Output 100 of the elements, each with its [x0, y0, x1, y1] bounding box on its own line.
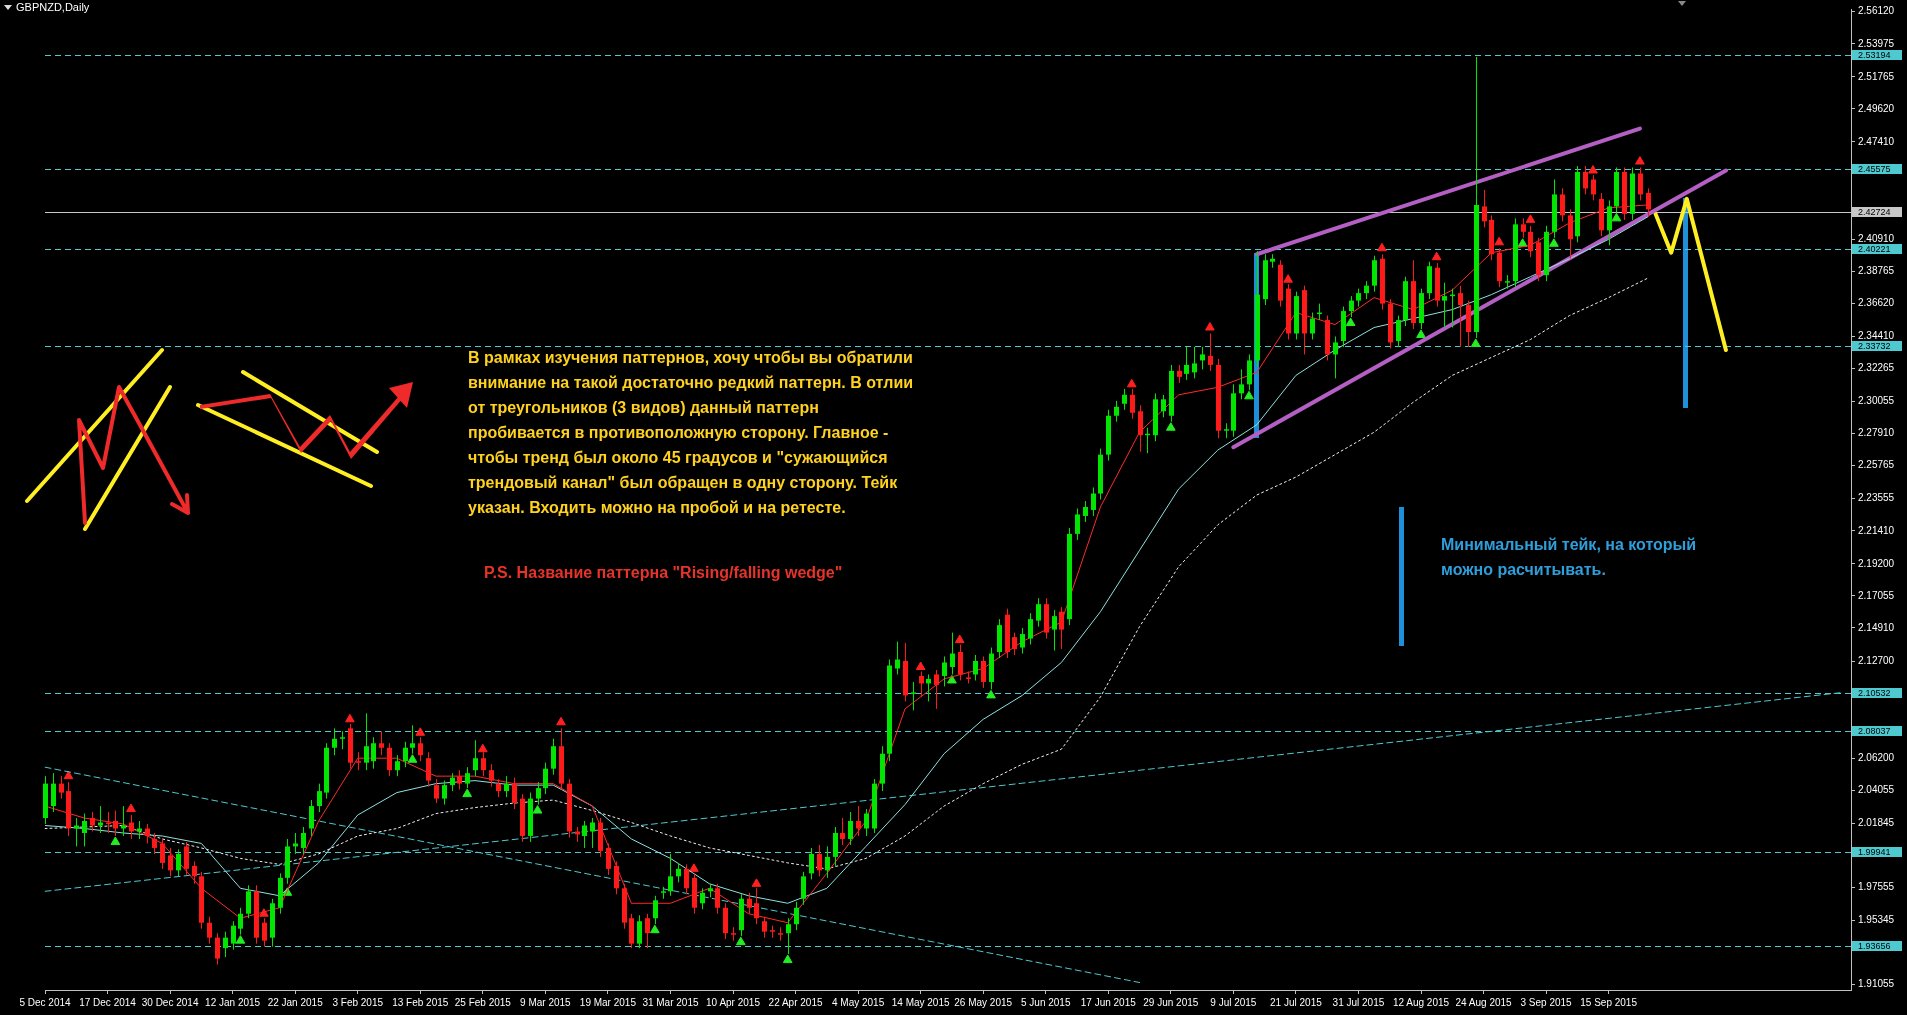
candlestick	[168, 847, 173, 877]
x-tick-label: 9 Jul 2015	[1210, 996, 1257, 1008]
x-tick-label: 26 May 2015	[954, 996, 1013, 1008]
candlestick	[1075, 507, 1080, 541]
candlestick	[1138, 404, 1143, 453]
y-tick-label: 2.19200	[1858, 557, 1895, 569]
point	[1283, 274, 1293, 283]
candlestick	[856, 805, 861, 837]
candlestick	[1012, 632, 1017, 656]
point	[110, 836, 121, 845]
candlestick	[410, 724, 415, 755]
candlestick	[395, 754, 400, 777]
y-tick-label: 1.95345	[1858, 914, 1895, 926]
x-tick-label: 25 Feb 2015	[454, 996, 512, 1008]
candlestick	[1528, 225, 1533, 258]
point	[751, 878, 762, 887]
candlestick	[606, 842, 611, 876]
ref-line-label: 2.53194	[1858, 49, 1891, 60]
candlestick	[473, 739, 478, 777]
x-tick-label: 5 Jun 2015	[1020, 996, 1071, 1008]
point	[689, 863, 699, 872]
x-tick-label: 12 Aug 2015	[1392, 996, 1450, 1008]
ref-line-label: 2.45575	[1858, 163, 1891, 174]
candlestick	[645, 913, 650, 949]
x-tick-label: 9 Mar 2015	[520, 996, 572, 1008]
candlestick	[1192, 346, 1197, 379]
point	[1470, 338, 1481, 347]
ref-line-label: 2.10532	[1858, 687, 1891, 698]
x-tick-label: 13 Feb 2015	[392, 996, 449, 1008]
candlestick	[223, 931, 228, 958]
candlestick	[442, 780, 447, 806]
candlestick	[176, 848, 181, 877]
candlestick	[457, 769, 462, 791]
candlestick	[1247, 353, 1252, 391]
point	[782, 954, 793, 964]
point	[1416, 329, 1426, 338]
candlestick	[1161, 394, 1166, 418]
candlestick	[1568, 208, 1573, 260]
y-tick-label: 1.97555	[1858, 881, 1895, 893]
candlestick	[1083, 500, 1088, 523]
candlestick	[145, 823, 150, 844]
point	[415, 727, 426, 736]
candlestick	[238, 907, 243, 936]
candlestick	[676, 862, 681, 883]
candlestick	[465, 766, 470, 789]
point	[986, 689, 996, 699]
candlestick	[1020, 627, 1025, 655]
y-tick-label: 2.06200	[1858, 751, 1895, 763]
candlestick	[504, 775, 509, 798]
x-tick-label: 30 Dec 2014	[141, 996, 199, 1008]
y-tick-label: 2.27910	[1858, 427, 1895, 439]
ref-line-label: 2.42724	[1858, 206, 1891, 217]
x-tick-label: 17 Jun 2015	[1080, 996, 1137, 1008]
candlestick	[184, 841, 189, 876]
x-tick-label: 17 Dec 2014	[79, 996, 137, 1008]
candlestick	[403, 741, 408, 768]
candlestick	[911, 681, 916, 711]
chart-title: GBPNZD,Daily	[16, 1, 90, 13]
candlestick	[426, 751, 431, 788]
candlestick	[1505, 274, 1510, 290]
candlestick	[90, 811, 95, 832]
point	[1635, 156, 1645, 165]
candlestick	[817, 844, 822, 877]
y-tick-label: 2.30055	[1858, 395, 1895, 407]
x-tick-label: 31 Jul 2015	[1332, 996, 1385, 1008]
candlestick	[614, 860, 619, 895]
x-tick-label: 21 Jul 2015	[1270, 996, 1323, 1008]
x-tick-label: 3 Feb 2015	[332, 996, 384, 1008]
point	[235, 935, 246, 944]
candlestick	[1646, 187, 1651, 218]
candlestick	[926, 673, 931, 702]
ref-line-label: 2.08037	[1858, 725, 1891, 736]
y-tick-label: 2.40910	[1858, 232, 1895, 244]
point	[954, 634, 965, 644]
annotation: В рамках изучения паттернов, хочу чтобы вы обратили внимание на такой достаточно редкий паттерн. В отлии от треугольников (3 видов) данный паттерн пробивается в противоположную сторону. Главное - чтобы тренд был около 45 градусов и "сужающийся трендовый канал" был обращен в одну сторону. Тейк указан. Входить можно на пробой и на ретесте.	[468, 348, 914, 518]
point	[477, 743, 488, 753]
candlestick	[786, 917, 791, 955]
candlestick	[309, 799, 314, 837]
y-tick-label: 2.25765	[1858, 459, 1895, 471]
candlestick	[51, 772, 56, 813]
candlestick	[1458, 285, 1463, 348]
candlestick	[1333, 336, 1338, 379]
candlestick	[207, 916, 212, 945]
candlestick	[98, 805, 103, 834]
candlestick	[809, 847, 814, 880]
candlestick	[950, 632, 955, 675]
candlestick	[731, 926, 736, 942]
point	[63, 770, 74, 780]
candlestick	[778, 926, 783, 942]
point	[1549, 238, 1559, 247]
y-tick-label: 2.53975	[1858, 37, 1895, 49]
candlestick	[489, 763, 494, 788]
candlestick	[747, 892, 752, 915]
point	[407, 754, 418, 763]
point	[1494, 236, 1505, 246]
candlestick	[794, 901, 799, 931]
candlestick	[379, 730, 384, 756]
x-tick-label: 24 Aug 2015	[1455, 996, 1513, 1008]
candlestick	[1208, 333, 1213, 372]
candlestick	[301, 826, 306, 855]
